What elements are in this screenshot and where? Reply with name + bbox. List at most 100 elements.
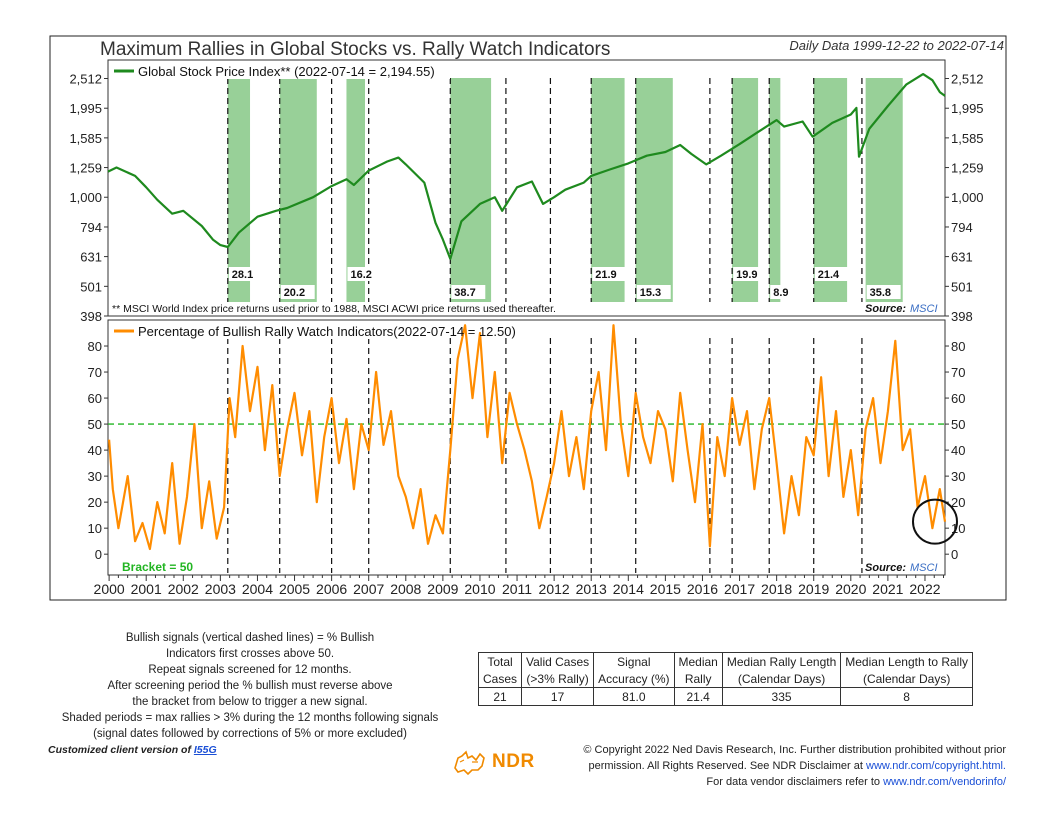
rally-label: 15.3 bbox=[640, 287, 661, 299]
note-line: Shaded periods = max rallies > 3% during… bbox=[61, 712, 439, 724]
note-line: Indicators first crosses above 50. bbox=[165, 648, 335, 660]
x-tick-label: 2004 bbox=[242, 581, 273, 597]
x-tick-label: 2009 bbox=[427, 581, 458, 597]
date-range: Daily Data 1999-12-22 to 2022-07-14 bbox=[789, 38, 1004, 53]
price-index-line bbox=[107, 73, 946, 260]
y-tick-label-left: 1,259 bbox=[69, 161, 102, 176]
copyright-line: permission. All Rights Reserved. See NDR… bbox=[536, 758, 1006, 774]
rally-shading bbox=[346, 78, 365, 302]
stats-header: Total bbox=[477, 652, 523, 670]
rally-label-bg bbox=[592, 267, 627, 281]
stats-header: Accuracy (%) bbox=[593, 670, 675, 688]
y-tick-label-left: 2,512 bbox=[69, 72, 102, 87]
logo-text: NDR bbox=[492, 751, 535, 772]
legend-bg bbox=[110, 323, 402, 339]
client-link[interactable]: I55G bbox=[193, 744, 217, 756]
stats-header-row: Total Valid Cases Signal Median Median R… bbox=[477, 652, 974, 670]
copyright-line: For data vendor disclaimers refer to www… bbox=[536, 774, 1006, 790]
note-line: After screening period the % bullish mus… bbox=[107, 680, 393, 692]
outer-frame bbox=[49, 35, 1007, 601]
y-tick-label-left: 60 bbox=[88, 391, 102, 406]
stats-header: Valid Cases bbox=[521, 652, 595, 670]
stats-header: Median Length to Rally bbox=[840, 652, 974, 670]
y-tick-label-left: 631 bbox=[80, 250, 102, 265]
rally-shading bbox=[813, 78, 848, 302]
x-tick-label: 2012 bbox=[539, 581, 570, 597]
footnote: ** MSCI World Index price returns used p… bbox=[112, 303, 556, 315]
rally-label: 8.9 bbox=[773, 287, 788, 299]
rally-shading bbox=[450, 78, 492, 302]
y-tick-label-right: 30 bbox=[951, 469, 965, 484]
stats-cell: 335 bbox=[721, 687, 842, 706]
y-tick-label-right: 0 bbox=[951, 547, 958, 562]
y-tick-label-left: 1,000 bbox=[69, 190, 102, 205]
y-tick-label-left: 0 bbox=[95, 547, 102, 562]
y-tick-label-right: 1,995 bbox=[951, 101, 984, 116]
rally-shading bbox=[865, 78, 903, 302]
copyright-line: © Copyright 2022 Ned Davis Research, Inc… bbox=[583, 744, 1006, 756]
y-tick-label-left: 794 bbox=[80, 220, 102, 235]
rally-label-bg bbox=[228, 267, 263, 281]
stats-header: Median Rally Length bbox=[721, 652, 842, 670]
bull-bear-icon bbox=[454, 750, 485, 776]
rally-shading bbox=[279, 78, 317, 302]
y-tick-label-right: 501 bbox=[951, 279, 973, 294]
source-name: MSCI bbox=[910, 562, 938, 574]
stats-header-row: Cases (>3% Rally) Accuracy (%) Rally (Ca… bbox=[477, 670, 974, 688]
x-tick-label: 2000 bbox=[94, 581, 125, 597]
y-tick-label-left: 40 bbox=[88, 443, 102, 458]
x-tick-label: 2005 bbox=[279, 581, 310, 597]
y-tick-label-right: 1,259 bbox=[951, 161, 984, 176]
y-tick-label-left: 1,585 bbox=[69, 131, 102, 146]
rally-label-bg bbox=[347, 267, 382, 281]
stats-header: Cases bbox=[477, 670, 523, 688]
copyright: © Copyright 2022 Ned Davis Research, Inc… bbox=[536, 742, 1006, 790]
vendor-link[interactable]: www.ndr.com/vendorinfo/ bbox=[883, 776, 1006, 788]
y-tick-label-right: 398 bbox=[951, 309, 973, 324]
rally-label: 21.9 bbox=[595, 269, 616, 281]
x-tick-label: 2013 bbox=[576, 581, 607, 597]
x-tick-label: 2021 bbox=[872, 581, 903, 597]
y-tick-label-left: 10 bbox=[88, 521, 102, 536]
rally-label: 19.9 bbox=[736, 269, 757, 281]
y-tick-label-right: 70 bbox=[951, 365, 965, 380]
y-tick-label-left: 80 bbox=[88, 339, 102, 354]
bracket-label: Bracket = 50 bbox=[122, 560, 193, 574]
y-tick-label-left: 398 bbox=[80, 309, 102, 324]
rally-shading bbox=[769, 78, 781, 302]
rally-label-bg bbox=[280, 285, 315, 299]
y-tick-label-right: 80 bbox=[951, 339, 965, 354]
rally-label-bg bbox=[814, 267, 849, 281]
y-tick-label-left: 70 bbox=[88, 365, 102, 380]
copyright-text: For data vendor disclaimers refer to bbox=[706, 776, 884, 788]
stats-table: Total Valid Cases Signal Median Median R… bbox=[477, 652, 974, 706]
y-tick-label-right: 631 bbox=[951, 250, 973, 265]
rally-shading bbox=[732, 78, 759, 302]
y-tick-label-left: 501 bbox=[80, 279, 102, 294]
copyright-text: permission. All Rights Reserved. See NDR… bbox=[588, 760, 866, 772]
y-tick-label-left: 30 bbox=[88, 469, 102, 484]
x-tick-label: 2019 bbox=[798, 581, 829, 597]
bottom-panel-frame bbox=[107, 319, 946, 576]
stats-header: (Calendar Days) bbox=[721, 670, 842, 688]
chart: Maximum Rallies in Global Stocks vs. Ral… bbox=[49, 35, 1007, 601]
client-text: Customized client version of bbox=[48, 744, 194, 756]
rally-label: 16.2 bbox=[350, 269, 371, 281]
y-tick-label-right: 40 bbox=[951, 443, 965, 458]
chart-title: Maximum Rallies in Global Stocks vs. Ral… bbox=[100, 39, 610, 60]
x-tick-label: 2017 bbox=[724, 581, 755, 597]
y-tick-label-right: 60 bbox=[951, 391, 965, 406]
stats-header: (>3% Rally) bbox=[521, 670, 595, 688]
rally-label-bg bbox=[770, 285, 798, 299]
ndr-logo: NDR bbox=[452, 748, 535, 776]
y-tick-label-right: 20 bbox=[951, 495, 965, 510]
copyright-link[interactable]: www.ndr.com/copyright.html. bbox=[866, 760, 1006, 772]
rally-label-bg bbox=[636, 285, 671, 299]
y-tick-label-left: 50 bbox=[88, 417, 102, 432]
stats-value-row: 21 17 81.0 21.4 335 8 bbox=[477, 687, 974, 706]
note-line: Repeat signals screened for 12 months. bbox=[148, 664, 352, 676]
source-label: Source: bbox=[865, 303, 906, 315]
note-line: Bullish signals (vertical dashed lines) … bbox=[125, 632, 375, 644]
stats-cell: 8 bbox=[840, 687, 974, 706]
